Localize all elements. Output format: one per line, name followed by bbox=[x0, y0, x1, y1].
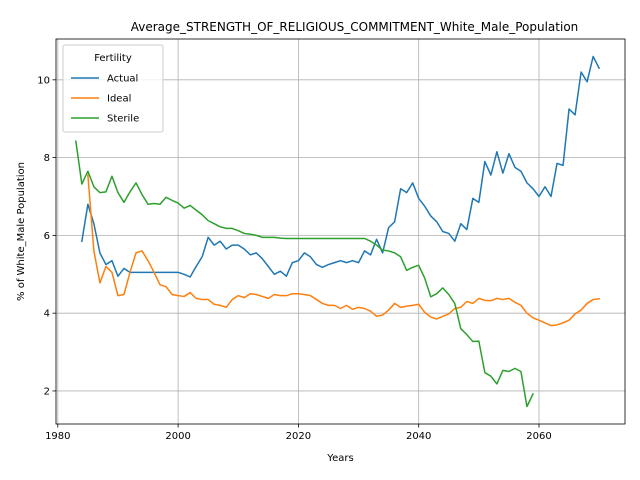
legend-label-sterile: Sterile bbox=[107, 114, 139, 125]
x-tick-label: 1980 bbox=[45, 431, 70, 442]
x-tick-label: 2040 bbox=[406, 431, 431, 442]
y-axis-ticks: 2 4 6 8 10 bbox=[37, 75, 56, 397]
series-line-ideal bbox=[87, 174, 600, 327]
legend-box bbox=[62, 44, 164, 133]
chart-title: Average_STRENGTH_OF_RELIGIOUS_COMMITMENT… bbox=[131, 20, 579, 34]
x-tick-label: 2000 bbox=[165, 431, 190, 442]
series-lines bbox=[75, 55, 601, 408]
plot-frame bbox=[55, 38, 626, 425]
y-tick-label: 10 bbox=[37, 75, 50, 86]
legend-label-ideal: Ideal bbox=[107, 94, 131, 105]
series-line-actual bbox=[80, 55, 601, 278]
legend-label-actual: Actual bbox=[107, 74, 138, 85]
y-tick-label: 4 bbox=[44, 309, 50, 320]
series-line-sterile bbox=[75, 140, 534, 408]
x-tick-label: 2020 bbox=[286, 431, 311, 442]
x-axis-ticks: 1980 2000 2020 2040 2060 bbox=[45, 424, 552, 442]
grid-lines bbox=[56, 39, 625, 424]
y-tick-label: 8 bbox=[44, 153, 50, 164]
legend: Fertility Actual Ideal Sterile bbox=[62, 44, 164, 133]
x-tick-label: 2060 bbox=[526, 431, 551, 442]
y-axis-label: % of White_Male Population bbox=[16, 162, 27, 301]
legend-title: Fertility bbox=[94, 53, 132, 64]
y-tick-label: 2 bbox=[44, 386, 50, 397]
y-tick-label: 6 bbox=[44, 231, 50, 242]
x-axis-label: Years bbox=[326, 453, 353, 464]
